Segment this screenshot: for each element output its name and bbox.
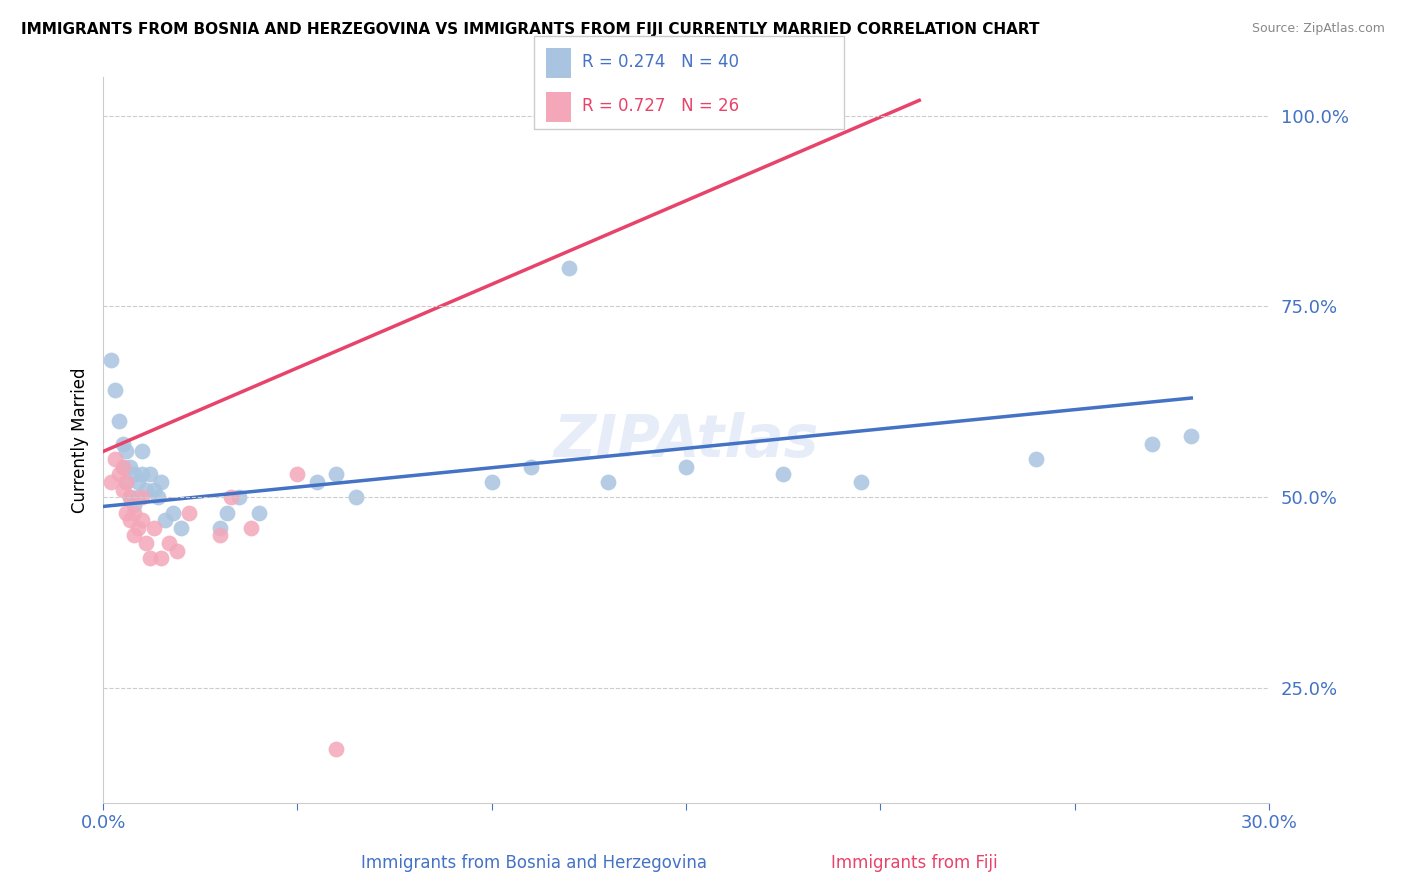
- Point: [104, 384, 127, 398]
- Point: [120, 459, 142, 474]
- Point: [115, 475, 138, 489]
- Point: [177, 506, 200, 520]
- Point: [115, 506, 138, 520]
- Point: [162, 506, 184, 520]
- Y-axis label: Currently Married: Currently Married: [72, 368, 89, 513]
- Point: [120, 490, 142, 504]
- Point: [166, 543, 188, 558]
- Point: [1180, 429, 1202, 443]
- Point: [1142, 437, 1164, 451]
- Point: [127, 490, 149, 504]
- Point: [208, 521, 231, 535]
- Point: [170, 521, 193, 535]
- Point: [598, 475, 620, 489]
- Text: ZIPAtlas: ZIPAtlas: [554, 411, 818, 468]
- Point: [208, 528, 231, 542]
- Point: [122, 506, 145, 520]
- Point: [155, 513, 177, 527]
- Point: [142, 521, 165, 535]
- Point: [107, 414, 129, 428]
- Point: [131, 490, 153, 504]
- Point: [142, 483, 165, 497]
- Point: [131, 513, 153, 527]
- Point: [481, 475, 503, 489]
- Point: [127, 521, 149, 535]
- Point: [325, 467, 347, 482]
- Point: [221, 490, 243, 504]
- Text: R = 0.274   N = 40: R = 0.274 N = 40: [582, 53, 740, 70]
- Text: Immigrants from Fiji: Immigrants from Fiji: [831, 855, 997, 872]
- Point: [127, 475, 149, 489]
- Point: [111, 459, 134, 474]
- Point: [150, 551, 173, 566]
- Point: [135, 483, 157, 497]
- Point: [111, 459, 134, 474]
- Point: [111, 437, 134, 451]
- Point: [849, 475, 872, 489]
- Point: [150, 475, 173, 489]
- Point: [131, 444, 153, 458]
- Point: [122, 528, 145, 542]
- Point: [135, 536, 157, 550]
- Text: R = 0.727   N = 26: R = 0.727 N = 26: [582, 97, 740, 115]
- Point: [100, 475, 122, 489]
- Point: [157, 536, 180, 550]
- Text: Source: ZipAtlas.com: Source: ZipAtlas.com: [1251, 22, 1385, 36]
- Point: [675, 459, 697, 474]
- Point: [305, 475, 328, 489]
- Point: [120, 490, 142, 504]
- Text: Immigrants from Bosnia and Herzegovina: Immigrants from Bosnia and Herzegovina: [361, 855, 707, 872]
- Point: [287, 467, 309, 482]
- Point: [122, 467, 145, 482]
- Point: [239, 521, 262, 535]
- Point: [519, 459, 541, 474]
- Point: [1025, 452, 1047, 467]
- Point: [115, 444, 138, 458]
- Point: [104, 452, 127, 467]
- Point: [139, 551, 162, 566]
- Point: [100, 352, 122, 367]
- Point: [120, 513, 142, 527]
- Point: [111, 483, 134, 497]
- Point: [139, 467, 162, 482]
- Point: [122, 498, 145, 512]
- Point: [558, 261, 581, 276]
- Point: [217, 506, 239, 520]
- Point: [772, 467, 794, 482]
- Point: [115, 475, 138, 489]
- Point: [228, 490, 250, 504]
- Point: [247, 506, 270, 520]
- Point: [107, 467, 129, 482]
- Point: [325, 742, 347, 756]
- Point: [131, 467, 153, 482]
- Point: [344, 490, 367, 504]
- Text: IMMIGRANTS FROM BOSNIA AND HERZEGOVINA VS IMMIGRANTS FROM FIJI CURRENTLY MARRIED: IMMIGRANTS FROM BOSNIA AND HERZEGOVINA V…: [21, 22, 1039, 37]
- Point: [146, 490, 169, 504]
